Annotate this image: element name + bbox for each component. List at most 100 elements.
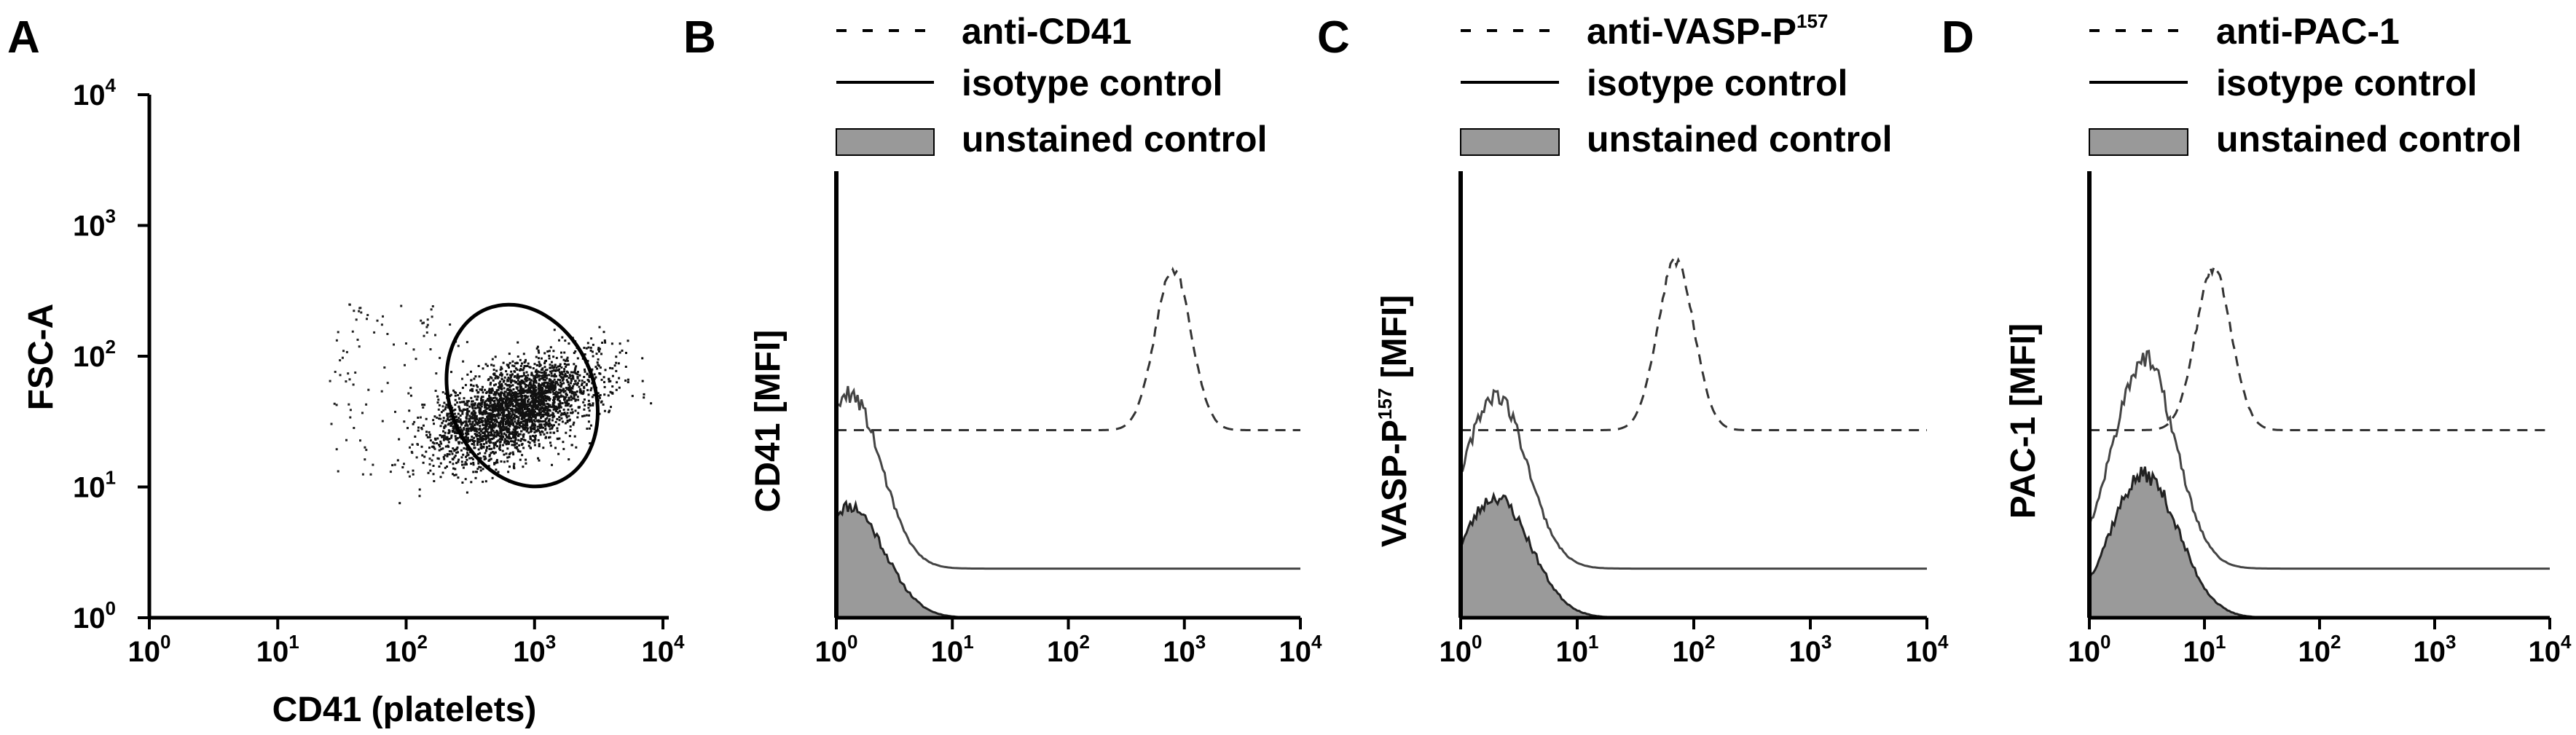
panel-a-cluster-point xyxy=(533,420,536,422)
panel-a-cluster-point xyxy=(532,402,535,405)
panel-a-sparse-point xyxy=(441,391,444,393)
panel-a-cluster-point xyxy=(471,436,474,438)
panel-a-cluster-point xyxy=(408,409,411,412)
panel-a-cluster-point xyxy=(587,420,590,423)
panel-a-cluster-point xyxy=(554,405,557,408)
panel-a-cluster-point xyxy=(500,460,503,463)
panel-a-cluster-point xyxy=(541,391,543,394)
panel-a-cluster-point xyxy=(452,389,455,392)
panel-a-cluster-point xyxy=(522,433,525,436)
panel-a-cluster-point xyxy=(508,385,511,388)
panel-a-cluster-point xyxy=(484,420,487,423)
panel-a-cluster-point xyxy=(507,440,510,443)
panel-a-cluster-point xyxy=(496,445,498,448)
panel-a-cluster-point xyxy=(577,412,580,414)
panel-a-cluster-point xyxy=(534,407,537,410)
panel-a-cluster-point xyxy=(543,366,546,369)
panel-a-cluster-point xyxy=(525,389,528,392)
panel-c-legend-label-0: anti-VASP-P157 xyxy=(1587,10,1828,52)
panel-a-cluster-point xyxy=(568,418,571,421)
panel-a-cluster-point xyxy=(488,447,491,450)
panel-a-cluster-point xyxy=(466,373,469,376)
panel-a-sparse-point xyxy=(364,458,366,461)
panel-a-x-tick-label-base: 10 xyxy=(642,636,675,668)
panel-a-cluster-point xyxy=(465,416,468,419)
panel-a-cluster-point xyxy=(500,391,503,394)
panel-a-cluster-point xyxy=(503,380,506,382)
panel-a-cluster-point xyxy=(541,396,543,399)
panel-a-cluster-point xyxy=(420,445,423,448)
panel-a-cluster-point xyxy=(545,381,548,384)
panel-a-cluster-point xyxy=(561,379,564,382)
panel-a-cluster-point xyxy=(559,379,562,382)
panel-a-cluster-point xyxy=(535,347,538,350)
panel-a-cluster-point xyxy=(562,388,565,391)
panel-a-cluster-point xyxy=(480,443,483,446)
panel-a-cluster-point xyxy=(542,401,545,404)
panel-a-cluster-point xyxy=(455,437,458,440)
panel-a-cluster-point xyxy=(598,395,600,398)
panel-a-cluster-point xyxy=(512,405,514,408)
panel-a-sparse-point xyxy=(466,341,468,344)
panel-a-cluster-point xyxy=(557,369,560,372)
d-x-tick-label-base: 10 xyxy=(2298,636,2331,668)
panel-a-cluster-point xyxy=(476,395,479,398)
panel-a-cluster-point xyxy=(535,376,538,379)
panel-a-cluster-point xyxy=(510,398,513,401)
panel-a-cluster-point xyxy=(450,434,453,437)
panel-a-cluster-point xyxy=(572,385,575,388)
panel-a-cluster-point xyxy=(547,390,550,393)
panel-d-y-label: PAC-1 [MFI] xyxy=(2004,323,2043,519)
panel-a-cluster-point xyxy=(538,390,541,393)
panel-a-cluster-point xyxy=(503,432,506,435)
panel-a-cluster-point xyxy=(608,377,610,380)
panel-a-cluster-point xyxy=(479,434,482,437)
panel-a-cluster-point xyxy=(506,396,509,399)
panel-a-cluster-point xyxy=(463,436,466,439)
panel-a-cluster-point xyxy=(569,374,572,377)
panel-a-cluster-point xyxy=(517,420,519,422)
panel-a-cluster-point xyxy=(515,425,518,428)
panel-a-cluster-point xyxy=(546,383,549,386)
panel-a-sparse-point xyxy=(376,319,379,322)
panel-a-cluster-point xyxy=(443,427,446,430)
panel-a-cluster-point xyxy=(506,419,509,422)
panel-a-cluster-point xyxy=(553,329,556,331)
panel-c-y-label: VASP-P157 [MFI] xyxy=(1374,295,1414,548)
panel-a-cluster-point xyxy=(460,441,463,444)
c-x-tick-label: 100 xyxy=(1440,631,1483,668)
panel-a-cluster-point xyxy=(495,459,498,462)
panel-a-cluster-point xyxy=(529,395,532,398)
panel-a-cluster-point xyxy=(516,374,519,377)
panel-a-cluster-point xyxy=(455,473,458,476)
panel-a-cluster-point xyxy=(570,444,573,447)
panel-a-cluster-point xyxy=(519,383,522,386)
panel-a-cluster-point xyxy=(499,413,502,416)
panel-a-cluster-point xyxy=(466,410,468,413)
panel-a-cluster-point xyxy=(596,361,599,364)
panel-a-cluster-point xyxy=(501,406,504,409)
panel-a-cluster-point xyxy=(522,409,525,412)
panel-a-cluster-point xyxy=(555,356,558,359)
panel-a-cluster-point xyxy=(590,424,592,427)
panel-a-cluster-point xyxy=(491,409,494,412)
panel-a-cluster-point xyxy=(541,407,544,410)
panel-a-cluster-point xyxy=(544,389,547,392)
panel-a-cluster-point xyxy=(532,411,535,414)
panel-a-y-tick-label: 101 xyxy=(73,467,116,504)
panel-a-cluster-point xyxy=(541,414,543,417)
panel-a-cluster-point xyxy=(474,440,476,442)
panel-a-cluster-point xyxy=(494,444,497,447)
panel-a-cluster-point xyxy=(529,391,532,394)
panel-a-cluster-point xyxy=(547,412,550,415)
panel-a-cluster-point xyxy=(503,460,506,463)
panel-a-cluster-point xyxy=(439,476,442,479)
panel-a-sparse-point xyxy=(358,345,361,348)
panel-a-cluster-point xyxy=(493,402,496,405)
panel-d-legend: anti-PAC-1 isotype control unstained con… xyxy=(2089,11,2521,160)
panel-a-cluster-point xyxy=(577,398,580,401)
panel-a-cluster-point xyxy=(511,373,514,376)
panel-a-cluster-point xyxy=(470,428,473,431)
panel-a-cluster-point xyxy=(530,413,533,416)
panel-a-cluster-point xyxy=(482,396,484,398)
